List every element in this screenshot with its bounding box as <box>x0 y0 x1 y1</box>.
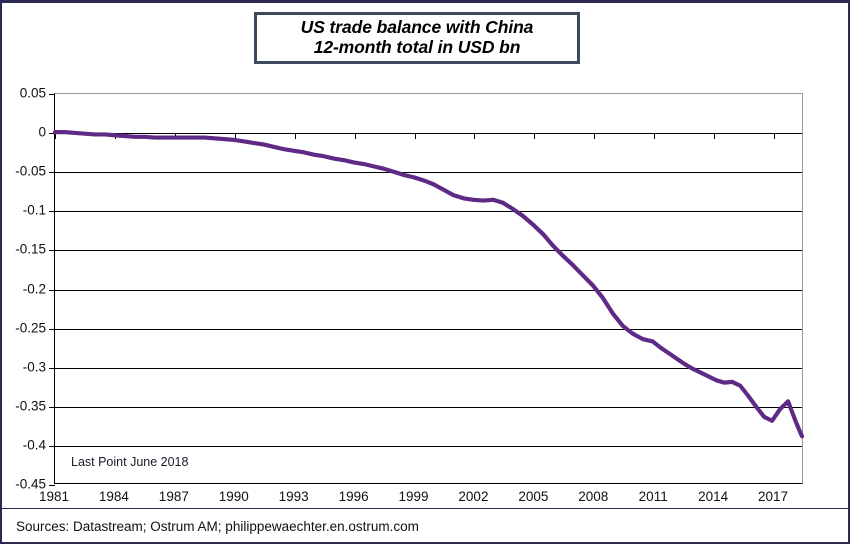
chart-title-box: US trade balance with China 12-month tot… <box>254 12 580 64</box>
plot-region: Last Point June 2018 <box>49 93 805 486</box>
x-axis-label: 1996 <box>338 489 369 504</box>
y-axis-label: -0.2 <box>22 281 46 296</box>
y-axis-label: -0.15 <box>15 241 46 257</box>
gridline <box>55 289 802 291</box>
x-axis-label: 1984 <box>98 489 129 504</box>
gridline <box>55 133 802 135</box>
x-axis-tick <box>354 133 356 140</box>
y-axis-label: 0 <box>38 124 46 140</box>
y-axis-label: -0.1 <box>22 202 46 218</box>
gridline <box>55 172 802 174</box>
y-axis-tick <box>49 367 55 369</box>
chart-title-line-1: US trade balance with China <box>300 17 534 38</box>
x-axis-tick <box>774 133 776 140</box>
y-axis-tick <box>49 250 55 252</box>
x-axis-label: 1999 <box>398 489 429 504</box>
series-line-us-china-trade-balance <box>52 130 805 439</box>
x-axis-label: 2005 <box>518 489 549 504</box>
y-axis-label: -0.45 <box>15 476 46 492</box>
x-axis-label: 2017 <box>758 489 789 504</box>
y-axis-tick <box>49 211 55 213</box>
x-axis-label: 1993 <box>278 489 309 504</box>
footer-divider <box>2 508 848 509</box>
x-axis-tick <box>55 133 56 140</box>
x-axis-tick <box>294 133 296 140</box>
x-axis-label: 2008 <box>578 489 609 504</box>
y-axis-label: 0.05 <box>19 85 46 101</box>
gridline <box>55 328 802 330</box>
last-point-annotation: Last Point June 2018 <box>71 455 189 469</box>
gridline <box>55 445 802 447</box>
chart-area: Last Point June 2018 0.05 0 -0.05 -0.1 -0.15… <box>2 3 850 547</box>
x-axis-label: 1981 <box>38 489 70 504</box>
y-axis-tick <box>49 289 55 291</box>
x-axis-tick <box>474 133 476 140</box>
gridline <box>55 406 802 408</box>
x-axis-tick <box>654 133 656 140</box>
x-axis-label: 1987 <box>158 489 189 504</box>
x-axis-label: 2002 <box>458 489 489 504</box>
chart-title-line-2: 12-month total in USD bn <box>313 37 521 57</box>
series-line-chart <box>52 130 805 439</box>
y-axis-tick <box>49 133 55 135</box>
y-axis-tick <box>49 172 55 174</box>
x-axis-label: 2011 <box>638 489 668 504</box>
y-axis-label: -0.3 <box>22 359 46 375</box>
y-axis-label: -0.4 <box>22 437 46 453</box>
gridline <box>55 367 802 369</box>
y-axis-tick <box>49 406 55 408</box>
gridline <box>55 250 802 252</box>
gridline <box>55 211 802 213</box>
y-axis-tick <box>49 94 55 95</box>
x-axis-label: 1990 <box>218 489 249 504</box>
x-axis-tick <box>534 133 536 140</box>
x-axis-tick <box>414 133 416 140</box>
y-axis-tick <box>49 328 55 330</box>
y-axis-label: -0.35 <box>15 398 46 414</box>
x-axis-tick <box>714 133 716 140</box>
y-axis-tick <box>49 485 55 486</box>
y-axis-tick <box>49 445 55 447</box>
x-axis-label: 2014 <box>698 489 729 504</box>
y-axis-label: -0.05 <box>15 163 46 179</box>
x-axis-tick <box>594 133 596 140</box>
y-axis-label: -0.25 <box>15 320 46 336</box>
x-axis-tick <box>234 133 236 140</box>
sources-footer: Sources: Datastream; Ostrum AM; philippe… <box>16 519 419 534</box>
